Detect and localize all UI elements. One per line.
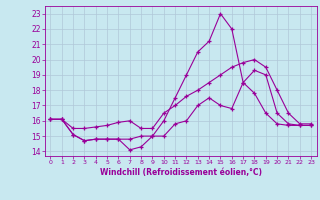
X-axis label: Windchill (Refroidissement éolien,°C): Windchill (Refroidissement éolien,°C) [100,168,262,177]
